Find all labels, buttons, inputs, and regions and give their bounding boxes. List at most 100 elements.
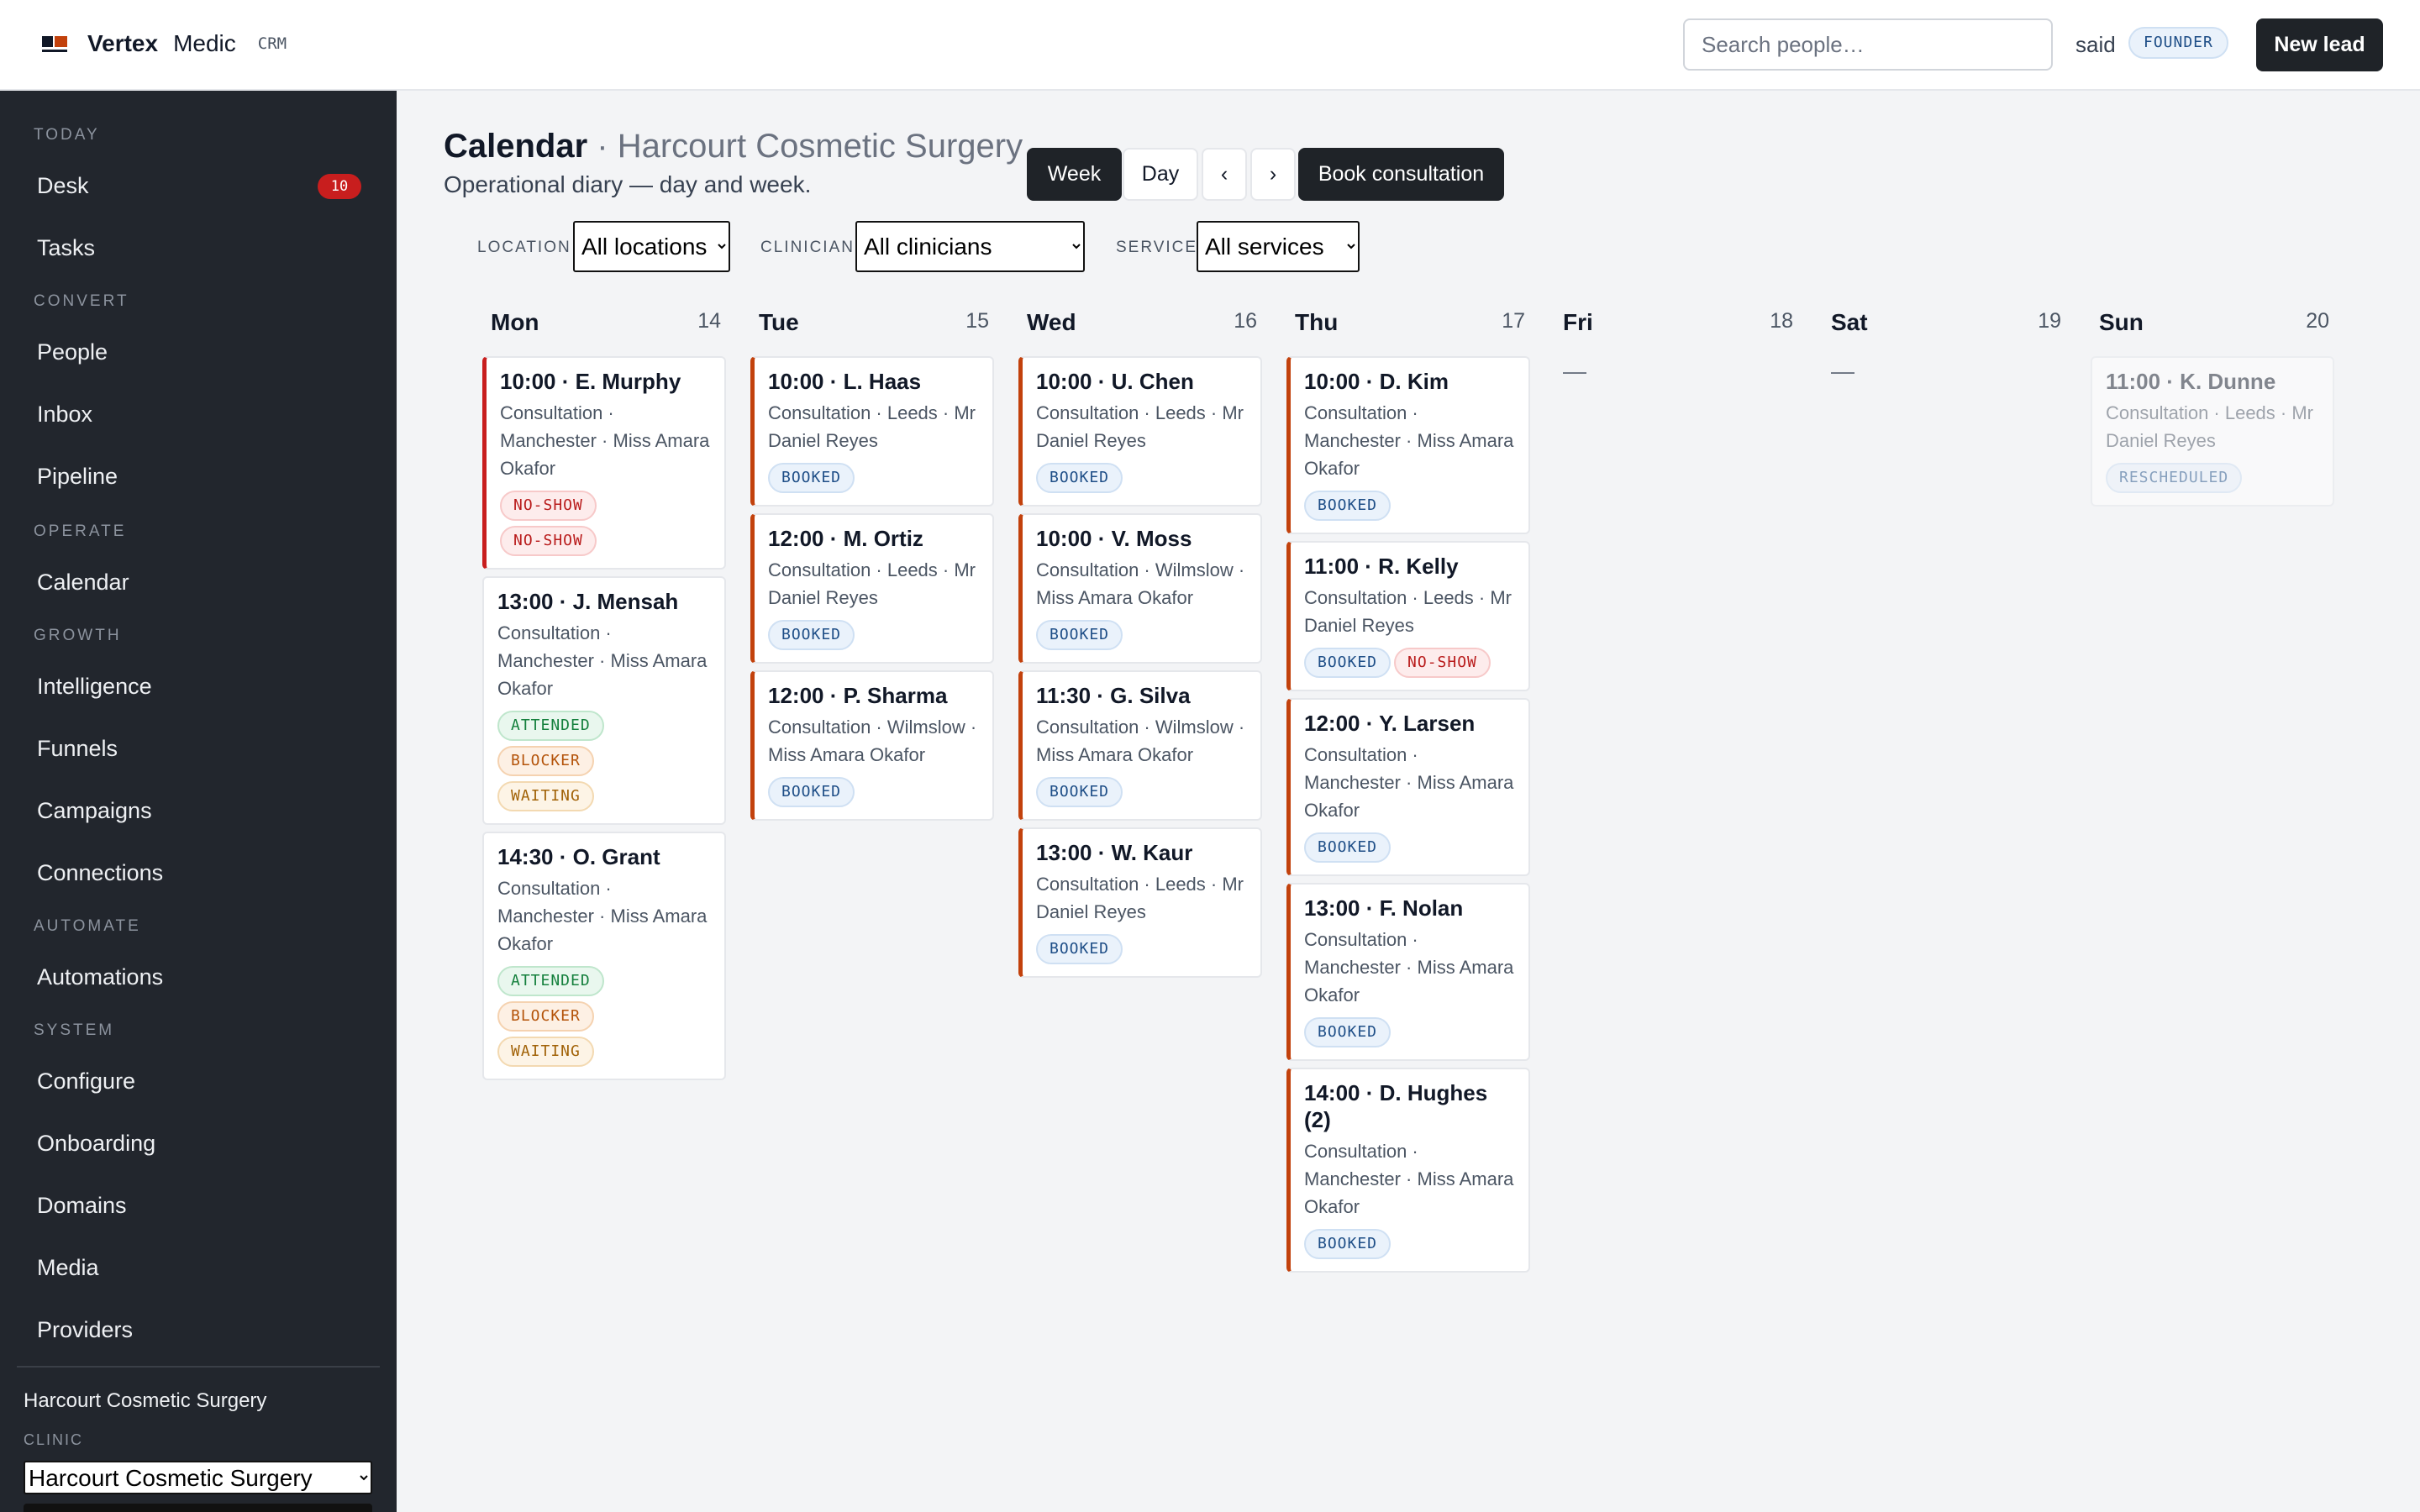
- sidebar-item-label: Pipeline: [37, 464, 118, 489]
- sidebar-item-domains[interactable]: Domains: [17, 1181, 363, 1231]
- location-select[interactable]: All locations: [573, 221, 730, 272]
- sidebar-item-providers[interactable]: Providers: [17, 1305, 363, 1356]
- sidebar-item-calendar[interactable]: Calendar: [17, 558, 363, 608]
- status-badge: BOOKED: [768, 777, 855, 807]
- status-badges: BOOKED: [768, 772, 981, 807]
- appointment-title: 14:00 · D. Hughes (2): [1304, 1080, 1488, 1132]
- brand-product: Medic: [173, 30, 236, 56]
- appointment-detail: Consultation · Leeds · Mr Daniel Reyes: [768, 402, 976, 451]
- appointment-title: 11:00 · K. Dunne: [2106, 369, 2276, 394]
- section-convert: CONVERT: [34, 292, 129, 310]
- appointment-card[interactable]: 14:30 · O. Grant Consultation · Mancheste…: [482, 832, 726, 1080]
- appointment-card[interactable]: 12:00 · M. Ortiz Consultation · Leeds · M…: [750, 513, 994, 664]
- sidebar-item-label: Calendar: [37, 570, 129, 595]
- next-week-button[interactable]: ›: [1250, 148, 1296, 201]
- sidebar-item-media[interactable]: Media: [17, 1243, 363, 1294]
- day-number: 18: [1770, 309, 1793, 333]
- day-name: Fri: [1563, 309, 1593, 335]
- day-view-button[interactable]: Day: [1123, 148, 1198, 201]
- appointment-detail: Consultation · Manchester · Miss Amara O…: [1304, 1141, 1514, 1217]
- appointment-detail: Consultation · Wilmslow · Miss Amara Oka…: [1036, 717, 1245, 765]
- appointment-detail: Consultation · Leeds · Mr Daniel Reyes: [1036, 874, 1244, 922]
- appointment-card[interactable]: 14:00 · D. Hughes (2) Consultation · Manc…: [1286, 1068, 1530, 1273]
- status-badge: BOOKED: [1304, 1017, 1392, 1047]
- appointment-card[interactable]: 11:30 · G. Silva Consultation · Wilmslow …: [1018, 670, 1262, 821]
- day-number: 20: [2306, 309, 2329, 333]
- status-badge: WAITING: [497, 781, 594, 811]
- appointment-detail: Consultation · Wilmslow · Miss Amara Oka…: [1036, 559, 1245, 608]
- page-title-clinic: Harcourt Cosmetic Surgery: [617, 128, 1023, 165]
- appointment-card[interactable]: 12:00 · P. Sharma Consultation · Wilmslow…: [750, 670, 994, 821]
- sidebar-item-label: Campaigns: [37, 798, 152, 823]
- appointment-title: 10:00 · U. Chen: [1036, 369, 1194, 394]
- sidebar-item-label: Tasks: [37, 235, 96, 260]
- day-column: Sat 19 —: [1823, 307, 2066, 385]
- sidebar-bottom-control[interactable]: [24, 1504, 372, 1512]
- appointment-card[interactable]: 11:00 · R. Kelly Consultation · Leeds · M…: [1286, 541, 1530, 691]
- sidebar-item-tasks[interactable]: Tasks: [17, 223, 363, 274]
- appointment-card[interactable]: 10:00 · U. Chen Consultation · Leeds · Mr…: [1018, 356, 1262, 507]
- title-separator: ·: [587, 128, 618, 165]
- status-badge: BOOKED: [1304, 648, 1392, 678]
- appointment-card[interactable]: 10:00 · D. Kim Consultation · Manchester …: [1286, 356, 1530, 534]
- prev-week-button[interactable]: ‹: [1202, 148, 1247, 201]
- appointment-card[interactable]: 10:00 · V. Moss Consultation · Wilmslow ·…: [1018, 513, 1262, 664]
- service-select[interactable]: All services: [1197, 221, 1360, 272]
- sidebar-item-people[interactable]: People: [17, 328, 363, 378]
- appointment-card[interactable]: 13:00 · F. Nolan Consultation · Mancheste…: [1286, 883, 1530, 1061]
- day-number: 19: [2038, 309, 2061, 333]
- sidebar-item-label: Providers: [37, 1317, 134, 1342]
- status-badge: BOOKED: [768, 620, 855, 650]
- status-badge: BOOKED: [1036, 620, 1123, 650]
- new-lead-button[interactable]: New lead: [2256, 18, 2383, 71]
- sidebar-item-label: Funnels: [37, 736, 118, 761]
- appointment-card[interactable]: 10:00 · E. Murphy Consultation · Manchest…: [482, 356, 726, 570]
- week-view-button[interactable]: Week: [1027, 148, 1122, 201]
- appointment-detail: Consultation · Leeds · Mr Daniel Reyes: [1304, 587, 1512, 636]
- appointment-card[interactable]: 11:00 · K. Dunne Consultation · Leeds · M…: [2091, 356, 2334, 507]
- appointment-title: 11:30 · G. Silva: [1036, 683, 1191, 708]
- sidebar-item-campaigns[interactable]: Campaigns: [17, 786, 363, 837]
- appointment-detail: Consultation · Manchester · Miss Amara O…: [500, 402, 710, 479]
- book-consultation-button[interactable]: Book consultation: [1298, 148, 1504, 201]
- brand[interactable]: Vertex Medic CRM: [42, 30, 287, 57]
- sidebar-item-pipeline[interactable]: Pipeline: [17, 452, 363, 502]
- sidebar-item-label: People: [37, 339, 108, 365]
- appointment-title: 13:00 · F. Nolan: [1304, 895, 1464, 921]
- status-badges: BOOKED: [1036, 929, 1249, 964]
- sidebar-item-connections[interactable]: Connections: [17, 848, 363, 899]
- sidebar-item-automations[interactable]: Automations: [17, 953, 363, 1003]
- day-column: Mon 14 10:00 · E. Murphy Consultation · Man…: [482, 307, 726, 1087]
- status-badge: BOOKED: [768, 463, 855, 493]
- sidebar-item-label: Domains: [37, 1193, 127, 1218]
- status-badge: WAITING: [497, 1037, 594, 1067]
- day-number: 14: [697, 309, 721, 333]
- status-badges: BOOKED: [1304, 1224, 1517, 1259]
- clinician-select[interactable]: All clinicians: [855, 221, 1085, 272]
- day-name: Sun: [2099, 309, 2144, 335]
- sidebar-item-label: Configure: [37, 1068, 136, 1094]
- appointment-card[interactable]: 13:00 · J. Mensah Consultation · Manchest…: [482, 576, 726, 825]
- status-badge: ATTENDED: [497, 966, 604, 996]
- search-input[interactable]: [1683, 18, 2053, 71]
- appointment-card[interactable]: 12:00 · Y. Larsen Consultation · Manchest…: [1286, 698, 1530, 876]
- appointment-detail: Consultation · Leeds · Mr Daniel Reyes: [2106, 402, 2313, 451]
- brand-tag: CRM: [257, 34, 287, 53]
- sidebar-item-intelligence[interactable]: Intelligence: [17, 662, 363, 712]
- status-badge: BOOKED: [1036, 777, 1123, 807]
- appointment-card[interactable]: 13:00 · W. Kaur Consultation · Leeds · Mr…: [1018, 827, 1262, 978]
- appointment-title: 10:00 · D. Kim: [1304, 369, 1449, 394]
- day-header: Wed 16: [1018, 307, 1262, 356]
- sidebar-item-funnels[interactable]: Funnels: [17, 724, 363, 774]
- sidebar-item-desk[interactable]: Desk 10: [17, 161, 363, 212]
- appointment-card[interactable]: 10:00 · L. Haas Consultation · Leeds · Mr…: [750, 356, 994, 507]
- sidebar-item-onboarding[interactable]: Onboarding: [17, 1119, 363, 1169]
- status-badge: BOOKED: [1304, 1229, 1392, 1259]
- day-name: Wed: [1027, 309, 1076, 335]
- sidebar-item-label: Intelligence: [37, 674, 152, 699]
- clinic-select[interactable]: Harcourt Cosmetic Surgery: [24, 1461, 372, 1494]
- page-title-text: Calendar: [444, 128, 588, 165]
- appointment-detail: Consultation · Manchester · Miss Amara O…: [1304, 929, 1514, 1005]
- sidebar-item-configure[interactable]: Configure: [17, 1057, 363, 1107]
- sidebar-item-inbox[interactable]: Inbox: [17, 390, 363, 440]
